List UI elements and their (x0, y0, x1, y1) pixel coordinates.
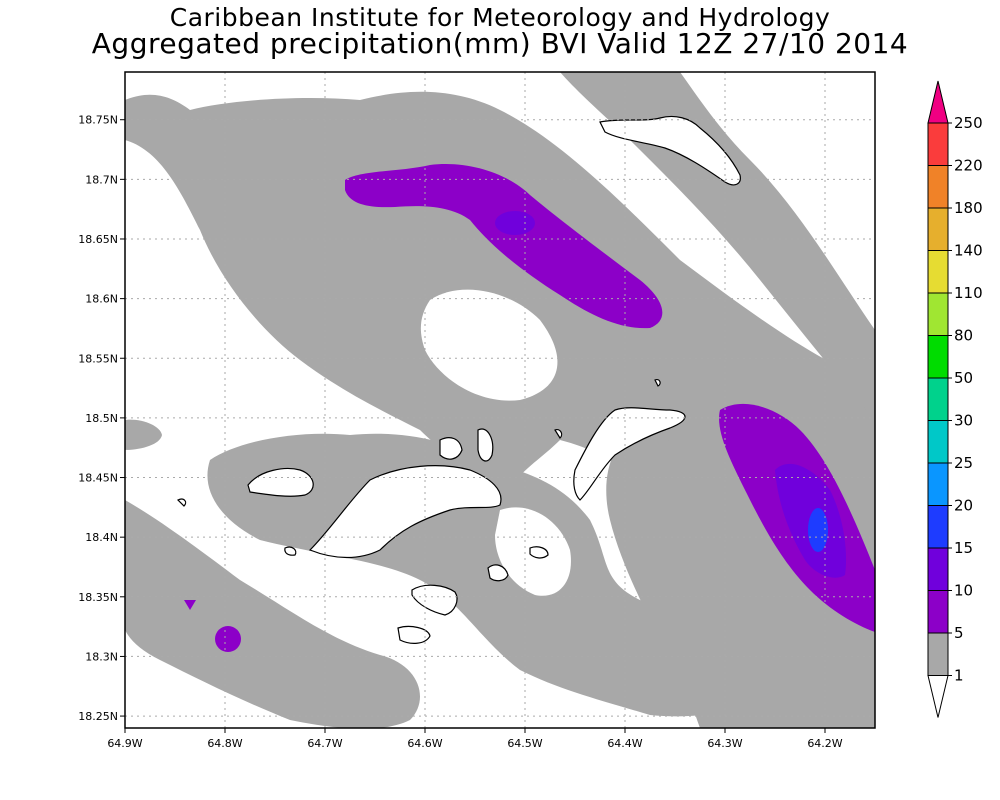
lat-tick-label: 18.25N (78, 710, 118, 723)
purple-spot-small (184, 600, 196, 610)
colorbar-segment (927, 335, 949, 379)
colorbar-label: 180 (954, 199, 983, 217)
island-tortola-east (439, 437, 463, 460)
blue-core-east (808, 508, 828, 552)
map-frame (124, 71, 876, 729)
island-salt (529, 546, 549, 559)
chart-title-line1: Caribbean Institute for Meteorology and … (169, 3, 831, 32)
lat-tick-label: 18.55N (78, 352, 118, 365)
chart-title-line2: Aggregated precipitation(mm) BVI Valid 1… (91, 27, 909, 60)
colorbar-segment (927, 420, 949, 464)
colorbar-label: 15 (954, 539, 973, 557)
map-gridlines (124, 72, 875, 728)
hole-central (420, 289, 558, 401)
colorbar-segment (927, 292, 949, 336)
lon-tick-label: 64.8W (207, 737, 242, 750)
lon-tick-label: 64.7W (307, 737, 342, 750)
colorbar-segment (927, 590, 949, 634)
gray-band-lower-east (606, 430, 875, 728)
island-norman (411, 584, 458, 616)
colorbar-label: 5 (954, 624, 964, 642)
colorbar-label: 10 (954, 582, 973, 600)
lon-tick-label: 64.6W (407, 737, 442, 750)
colorbar-label: 25 (954, 454, 973, 472)
colorbar-segment (927, 632, 949, 676)
lon-tick-label: 64.5W (507, 737, 542, 750)
colorbar-segment (927, 250, 949, 294)
colorbar-segment (927, 547, 949, 591)
island-peter (397, 625, 431, 644)
colorbar-label: 30 (954, 412, 973, 430)
purple-band-north (345, 164, 663, 329)
island-jost (284, 546, 297, 556)
island-virgin-gorda (573, 407, 686, 501)
precip-15-20mm-region (808, 508, 828, 552)
violet-north (495, 211, 535, 235)
lat-tick-label: 18.35N (78, 591, 118, 604)
colorbar-label: 110 (954, 284, 983, 302)
lat-tick-label: 18.6N (85, 293, 118, 306)
gray-blob-west (125, 419, 162, 450)
colorbar-segment (927, 165, 949, 209)
island-small-w (176, 498, 187, 507)
colorbar: 250 220 180 140 110 80 50 30 25 20 15 10 5 1 (927, 80, 983, 718)
colorbar-label: 140 (954, 242, 983, 260)
lon-tick-label: 64.4W (607, 737, 642, 750)
colorbar-label: 20 (954, 497, 973, 515)
colorbar-segment (927, 122, 949, 166)
lat-tick-label: 18.7N (85, 173, 118, 186)
colorbar-arrow-top (927, 80, 949, 124)
colorbar-arrow-bottom (927, 675, 949, 718)
colorbar-label: 220 (954, 157, 983, 175)
longitude-axis: 64.9W 64.8W 64.7W 64.6W 64.5W 64.4W 64.3W 64.2W (107, 728, 843, 750)
colorbar-label: 80 (954, 327, 973, 345)
gray-band-east-upper (560, 72, 875, 420)
gray-band-southwest (125, 500, 420, 728)
colorbar-label: 1 (954, 667, 964, 685)
colorbar-label: 50 (954, 369, 973, 387)
islands (176, 115, 741, 644)
lat-tick-label: 18.75N (78, 114, 118, 127)
island-st-thomas (247, 467, 314, 497)
precipitation-field (125, 72, 875, 728)
island-anegada (599, 115, 741, 186)
lon-tick-label: 64.2W (807, 737, 842, 750)
island-beef (477, 428, 494, 462)
lat-tick-label: 18.45N (78, 472, 118, 485)
island-small-n (654, 379, 661, 387)
lon-tick-label: 64.3W (707, 737, 742, 750)
island-cooper (487, 564, 509, 582)
lat-tick-label: 18.3N (85, 650, 118, 663)
colorbar-segment (927, 505, 949, 549)
purple-spot-sw (215, 626, 241, 652)
colorbar-segment (927, 207, 949, 251)
colorbar-segment (927, 462, 949, 506)
island-small-ne (554, 429, 563, 439)
island-st-john-tortola (308, 465, 502, 559)
colorbar-label: 250 (954, 114, 983, 132)
lat-tick-label: 18.4N (85, 531, 118, 544)
latitude-axis: 18.75N 18.7N 18.65N 18.6N 18.55N 18.5N 18.45N 1… (78, 114, 125, 723)
lat-tick-label: 18.65N (78, 233, 118, 246)
colorbar-segment (927, 377, 949, 421)
lon-tick-label: 64.9W (107, 737, 142, 750)
lat-tick-label: 18.5N (85, 412, 118, 425)
